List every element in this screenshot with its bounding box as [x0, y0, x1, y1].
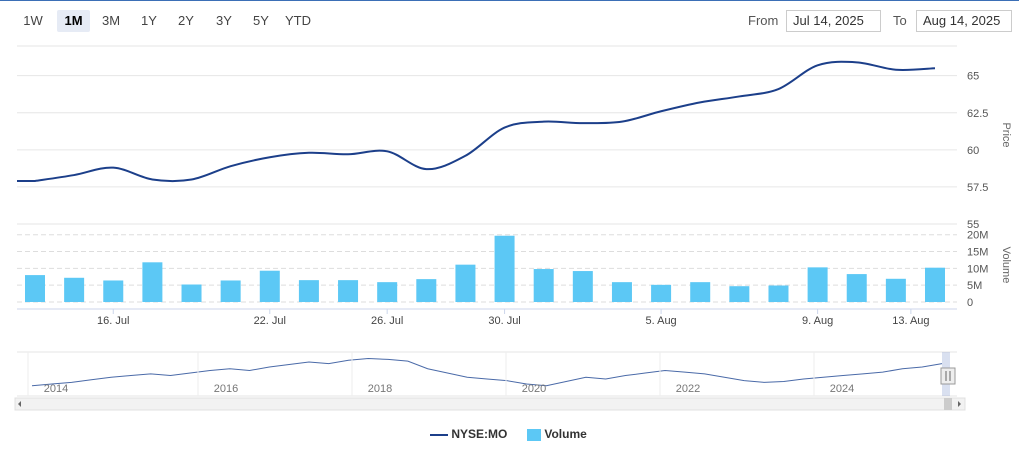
legend-label-price: NYSE:MO [451, 427, 508, 441]
volume-tick-label: 10M [967, 263, 988, 275]
line-swatch-icon [430, 433, 448, 436]
legend-item-price[interactable]: NYSE:MO [430, 427, 507, 441]
volume-bar[interactable] [64, 277, 85, 302]
volume-bar[interactable] [651, 284, 672, 302]
legend-label-volume: Volume [544, 427, 587, 441]
volume-axis-label: Volume [1000, 247, 1012, 284]
volume-bar[interactable] [807, 267, 828, 302]
price-axis-label: Price [1000, 122, 1012, 147]
volume-bar[interactable] [455, 264, 476, 302]
volume-bar[interactable] [142, 262, 163, 302]
price-tick-label: 57.5 [967, 182, 988, 194]
navigator-year-label: 2024 [830, 383, 854, 395]
volume-bar[interactable] [572, 271, 593, 302]
navigator-year-label: 2014 [44, 383, 68, 395]
range-button-2y[interactable]: 2Y [178, 13, 194, 28]
legend-item-volume[interactable]: Volume [527, 427, 587, 441]
volume-bar[interactable] [729, 286, 750, 302]
volume-bar[interactable] [690, 282, 711, 302]
price-tick-label: 62.5 [967, 108, 988, 120]
volume-tick-label: 5M [967, 280, 982, 292]
x-tick-label: 5. Aug [645, 315, 676, 327]
x-tick-label: 30. Jul [488, 315, 520, 327]
from-date-input[interactable]: Jul 14, 2025 [786, 10, 881, 32]
volume-bar[interactable] [377, 282, 398, 302]
volume-bar[interactable] [416, 279, 437, 302]
navigator-year-label: 2016 [214, 383, 238, 395]
range-button-3m[interactable]: 3M [101, 13, 121, 28]
top-border [0, 0, 1019, 1]
navigator-year-label: 2018 [368, 383, 392, 395]
volume-bar[interactable] [338, 280, 359, 302]
volume-tick-label: 15M [967, 247, 988, 259]
volume-bar[interactable] [494, 235, 515, 302]
price-tick-label: 60 [967, 145, 979, 157]
scrollbar-track[interactable] [14, 397, 966, 411]
navigator-year-label: 2020 [522, 383, 546, 395]
x-tick-label: 13. Aug [892, 315, 929, 327]
price-tick-label: 65 [967, 71, 979, 83]
x-tick-label: 26. Jul [371, 315, 403, 327]
navigator-year-label: 2022 [676, 383, 700, 395]
volume-bar[interactable] [259, 270, 280, 302]
volume-bar[interactable] [768, 285, 789, 302]
range-button-1y[interactable]: 1Y [141, 13, 157, 28]
volume-bar[interactable] [220, 280, 241, 302]
volume-bar[interactable] [846, 274, 867, 302]
volume-bar[interactable] [885, 278, 906, 302]
volume-bar[interactable] [181, 284, 202, 302]
price-tick-label: 55 [967, 219, 979, 231]
volume-tick-label: 20M [967, 230, 988, 242]
from-label: From [748, 13, 779, 28]
x-tick-label: 22. Jul [254, 315, 286, 327]
scroll-right-arrow-icon[interactable] [958, 401, 961, 407]
volume-bar[interactable] [25, 275, 45, 302]
scroll-left-arrow-icon[interactable] [18, 401, 21, 407]
price-series-line[interactable] [17, 60, 936, 183]
x-tick-label: 9. Aug [802, 315, 833, 327]
x-tick-label: 16. Jul [97, 315, 129, 327]
navigator-series-line [31, 358, 943, 387]
volume-bar[interactable] [103, 280, 124, 302]
volume-bar[interactable] [298, 280, 319, 302]
range-button-3y[interactable]: 3Y [216, 13, 232, 28]
to-date-input[interactable]: Aug 14, 2025 [916, 10, 1012, 32]
bar-swatch-icon [527, 428, 541, 441]
volume-bar[interactable] [533, 269, 554, 302]
navigator-handle[interactable] [940, 367, 956, 385]
range-button-1w[interactable]: 1W [23, 13, 43, 28]
scrollbar-thumb[interactable] [944, 398, 952, 410]
volume-tick-label: 0 [967, 297, 973, 309]
range-button-5y[interactable]: 5Y [253, 13, 269, 28]
range-button-1m[interactable]: 1M [57, 10, 90, 32]
to-label: To [893, 13, 907, 28]
volume-bar[interactable] [925, 267, 945, 302]
volume-bar[interactable] [611, 282, 632, 302]
range-button-ytd[interactable]: YTD [285, 13, 311, 28]
